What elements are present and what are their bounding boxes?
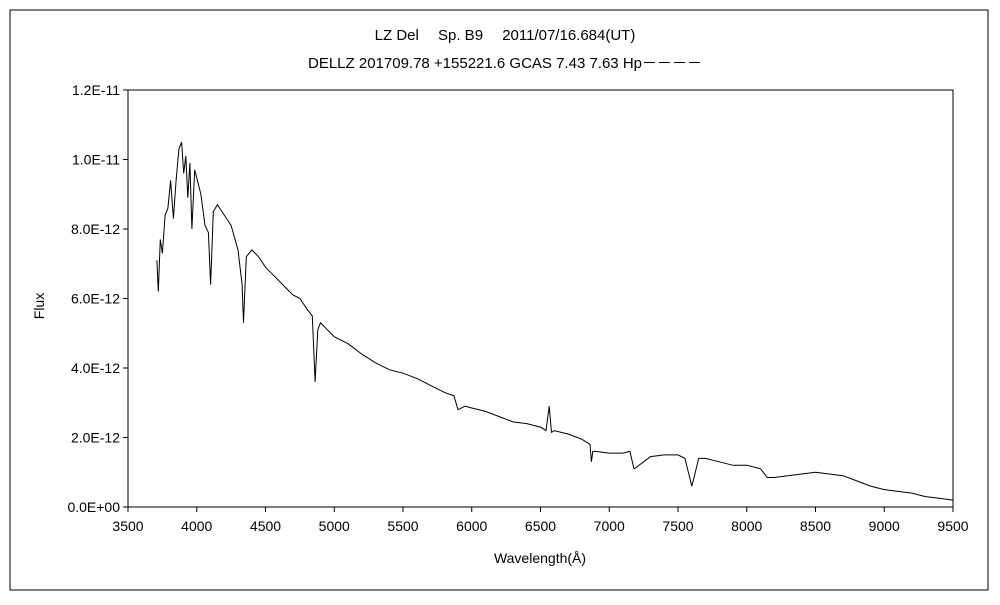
y-tick-label: 1.2E-11 bbox=[72, 82, 120, 98]
x-tick-label: 3500 bbox=[112, 518, 143, 534]
y-tick-label: 6.0E-12 bbox=[71, 291, 120, 307]
y-axis-ticks: 0.0E+00 2.0E-12 4.0E-12 6.0E-12 8.0E-12 1.0E-… bbox=[67, 82, 128, 515]
x-tick-label: 8500 bbox=[800, 518, 831, 534]
chart-title-line2: DELLZ 201709.78 +155221.6 GCAS 7.43 7.63… bbox=[308, 55, 702, 72]
chart-title-line1: LZ Del Sp. B9 2011/07/16.684(UT) bbox=[375, 27, 636, 44]
x-axis-title: Wavelength(Å) bbox=[494, 550, 586, 566]
x-tick-label: 6500 bbox=[525, 518, 556, 534]
y-tick-label: 1.0E-11 bbox=[72, 152, 120, 168]
y-tick-label: 8.0E-12 bbox=[71, 221, 120, 237]
y-tick-label: 0.0E+00 bbox=[67, 499, 120, 515]
x-tick-label: 5000 bbox=[319, 518, 350, 534]
x-tick-label: 9500 bbox=[937, 518, 968, 534]
plot-area bbox=[127, 89, 954, 508]
x-tick-label: 6000 bbox=[456, 518, 487, 534]
y-tick-label: 4.0E-12 bbox=[71, 360, 120, 376]
x-tick-label: 4500 bbox=[250, 518, 281, 534]
x-tick-label: 7000 bbox=[594, 518, 625, 534]
y-tick-label: 2.0E-12 bbox=[71, 430, 120, 446]
x-tick-label: 4000 bbox=[181, 518, 212, 534]
x-tick-label: 8000 bbox=[731, 518, 762, 534]
spectrum-series-line bbox=[156, 141, 954, 501]
y-axis-title: Flux bbox=[31, 293, 47, 319]
x-tick-label: 7500 bbox=[662, 518, 693, 534]
x-tick-label: 9000 bbox=[869, 518, 900, 534]
x-axis-ticks: 3500 4000 4500 5000 5500 6000 6500 7000 7500 8000… bbox=[112, 507, 969, 534]
x-tick-label: 5500 bbox=[387, 518, 418, 534]
